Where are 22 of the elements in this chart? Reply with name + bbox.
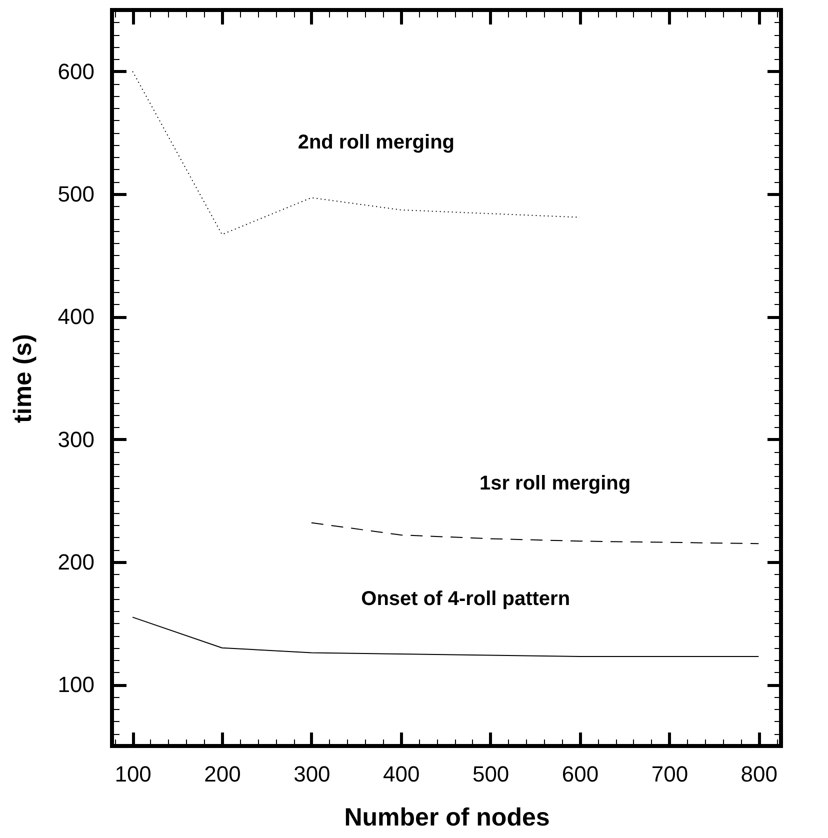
y-tick-label: 400 (58, 304, 94, 330)
y-tick-label: 100 (58, 672, 94, 698)
x-tick-label: 300 (294, 762, 330, 786)
text: 2nd roll merging (298, 132, 455, 154)
x-tick-label: 600 (562, 762, 599, 786)
x-tick-label: 200 (204, 762, 241, 786)
x-tick-label: 100 (114, 762, 152, 786)
x-tick-label: 400 (383, 762, 420, 786)
line-series (132, 616, 760, 657)
x-tick-label: 500 (472, 762, 510, 786)
x-axis-title: Number of nodes (344, 804, 550, 832)
y-tick-label: 200 (58, 550, 94, 574)
x-tick-label: 700 (651, 762, 688, 786)
x-tick-label: 800 (740, 762, 778, 786)
text: Onset of 4-roll pattern (361, 588, 570, 610)
line-series (310, 522, 760, 544)
y-tick-label: 500 (58, 182, 94, 206)
y-tick-label: 300 (58, 426, 94, 452)
line-series (132, 70, 580, 235)
y-axis-title: time (s) (8, 334, 37, 423)
text: 1sr roll merging (479, 472, 631, 495)
y-tick-label: 600 (58, 58, 94, 84)
